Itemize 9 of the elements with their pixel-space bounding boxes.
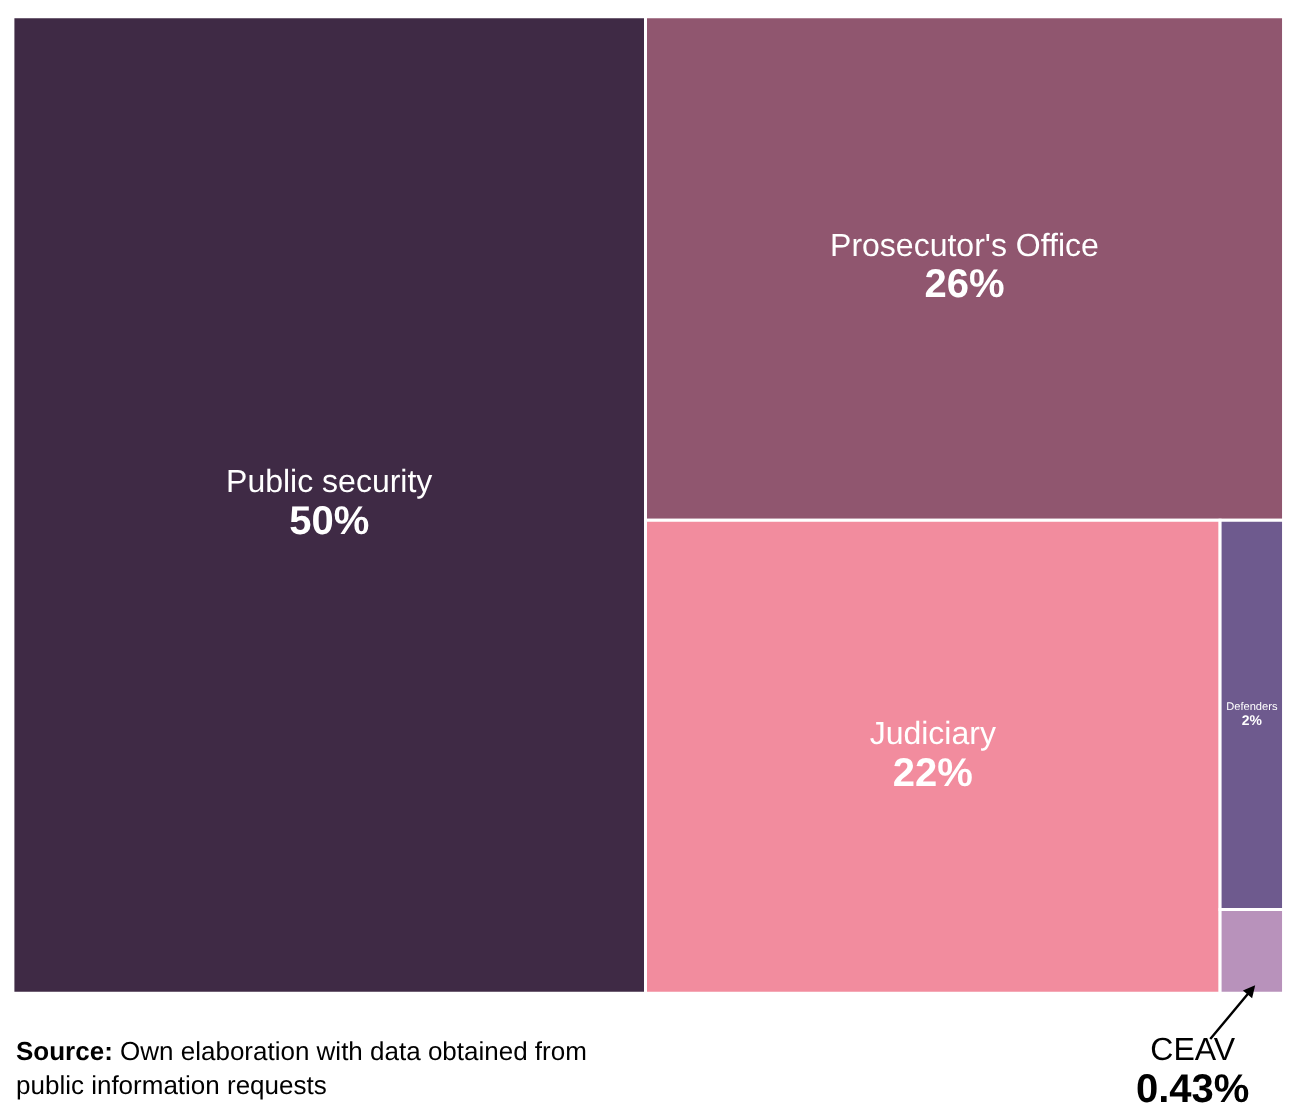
data-label: 0.43% bbox=[1136, 1067, 1250, 1112]
data-label: 22% bbox=[892, 751, 974, 796]
data-label: 50% bbox=[289, 499, 370, 544]
category-label: Judiciary bbox=[869, 717, 996, 752]
category-label: Prosecutor's Office bbox=[830, 229, 1099, 264]
category-label: CEAV bbox=[1150, 1034, 1236, 1068]
category-label: Public security bbox=[226, 466, 433, 501]
source-note: Source: Own elaboration with data obtained from public information requests bbox=[16, 1036, 587, 1100]
data-label: 26% bbox=[924, 263, 1005, 308]
